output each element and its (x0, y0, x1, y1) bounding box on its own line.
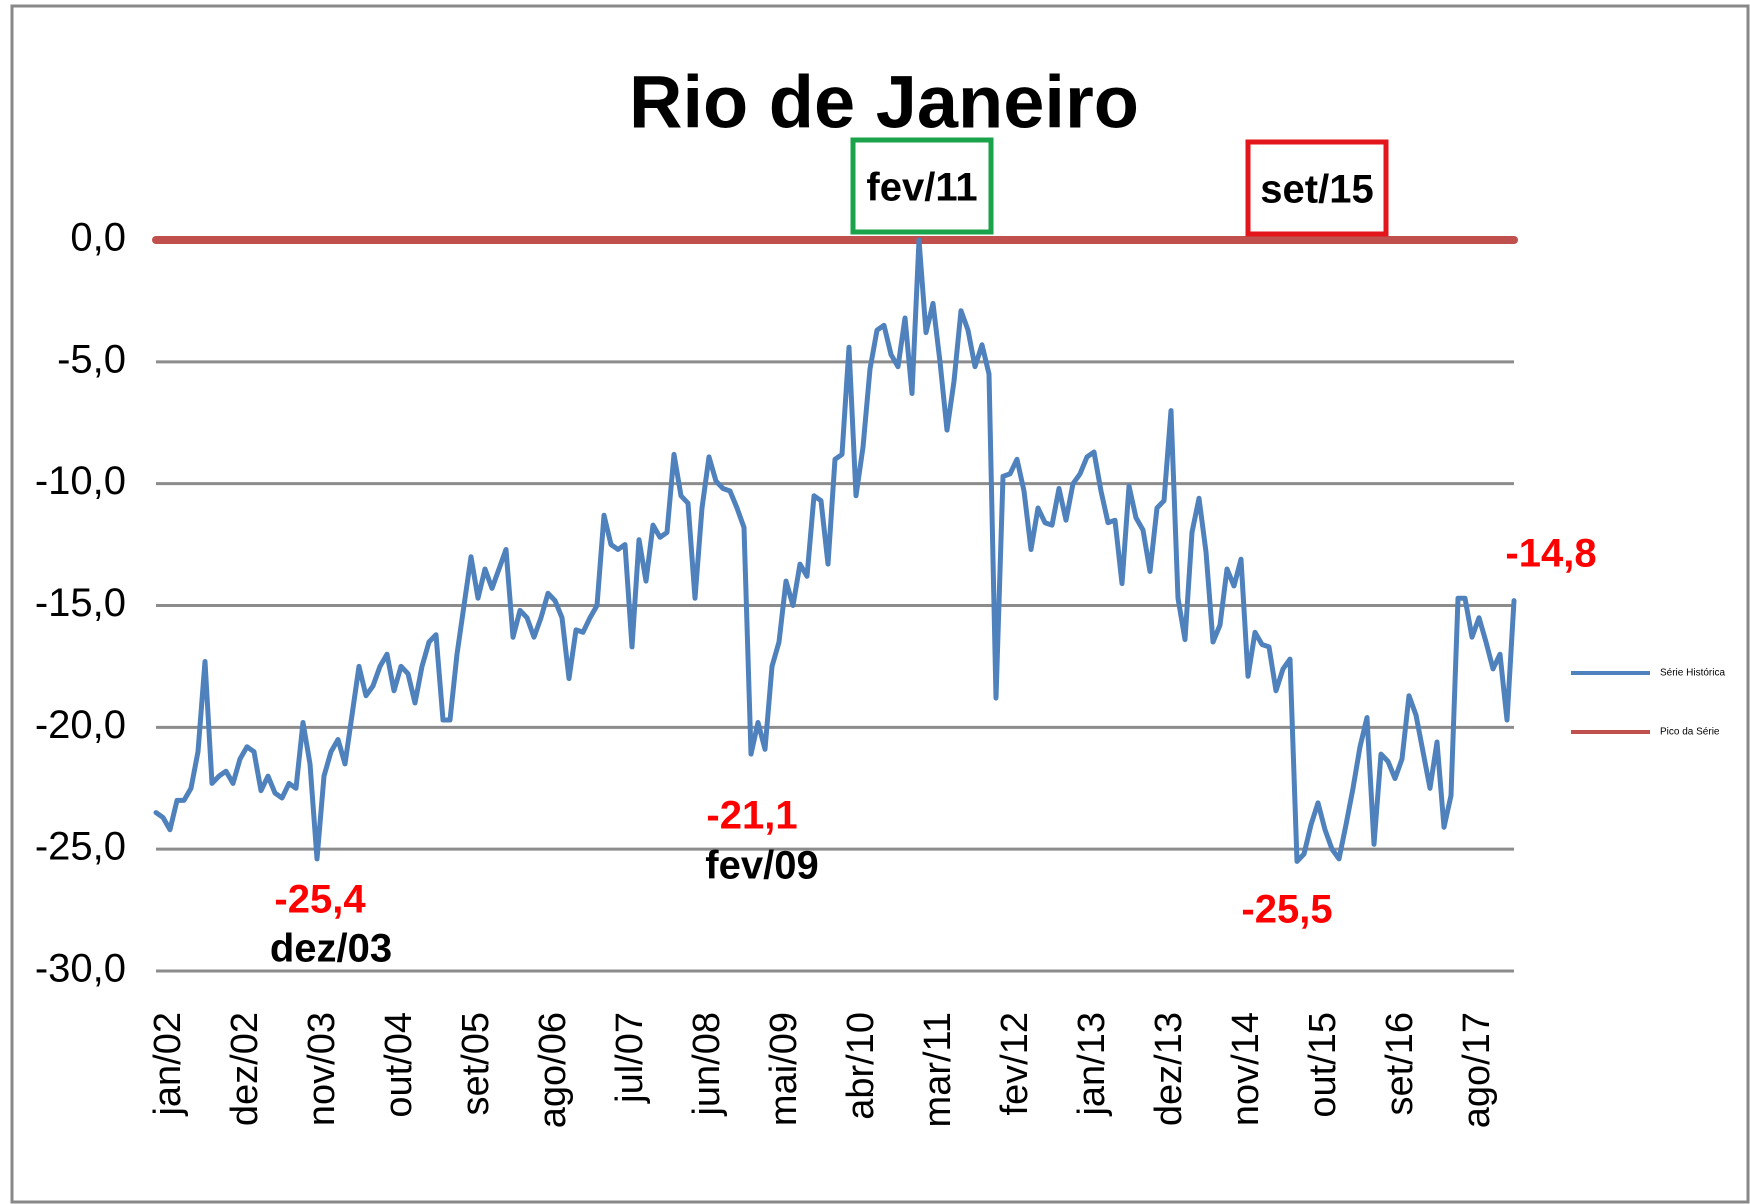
annotation: fev/09 (705, 844, 818, 888)
x-tick-label: abr/10 (840, 1012, 882, 1120)
y-tick-label: 0,0 (70, 216, 126, 260)
annotation-box (850, 137, 994, 235)
x-tick-label: nov/03 (301, 1012, 343, 1126)
x-tick-label: jun/08 (686, 1012, 728, 1117)
x-tick-label: set/16 (1379, 1012, 1421, 1116)
annotation: set/15 (1260, 168, 1373, 212)
value-label: -21,1 (706, 794, 797, 838)
x-tick-label: fev/12 (994, 1012, 1036, 1116)
x-tick-label: nov/14 (1225, 1012, 1267, 1126)
y-tick-label: -15,0 (35, 581, 126, 625)
y-tick-label: -10,0 (35, 459, 126, 503)
x-tick-label: mar/11 (917, 1012, 959, 1127)
x-tick-label: ago/17 (1456, 1012, 1498, 1128)
x-tick-label: ago/06 (532, 1012, 574, 1128)
x-tick-label: jul/07 (609, 1012, 651, 1104)
x-tick-label: jan/02 (147, 1012, 189, 1117)
value-label: -25,4 (274, 878, 366, 922)
y-tick-label: -20,0 (35, 703, 126, 747)
legend-label: Série Histórica (1660, 668, 1725, 679)
x-tick-label: out/04 (378, 1012, 420, 1118)
x-tick-label: mai/09 (763, 1012, 805, 1126)
x-tick-label: set/05 (455, 1012, 497, 1116)
y-tick-label: -5,0 (57, 337, 126, 381)
x-tick-label: out/15 (1302, 1012, 1344, 1118)
y-tick-label: -30,0 (35, 947, 126, 991)
y-tick-label: -25,0 (35, 825, 126, 869)
annotation-box (1245, 139, 1389, 237)
x-tick-label: dez/02 (224, 1012, 266, 1126)
series-line (153, 237, 1517, 864)
value-label: -14,8 (1505, 532, 1596, 576)
x-tick-label: dez/13 (1148, 1012, 1190, 1126)
annotation: fev/11 (866, 166, 977, 210)
annotation: dez/03 (270, 927, 392, 971)
value-label: -25,5 (1241, 888, 1332, 932)
x-tick-label: jan/13 (1071, 1012, 1113, 1117)
legend-label: Pico da Série (1660, 727, 1720, 738)
chart-title: Rio de Janeiro (629, 61, 1139, 144)
